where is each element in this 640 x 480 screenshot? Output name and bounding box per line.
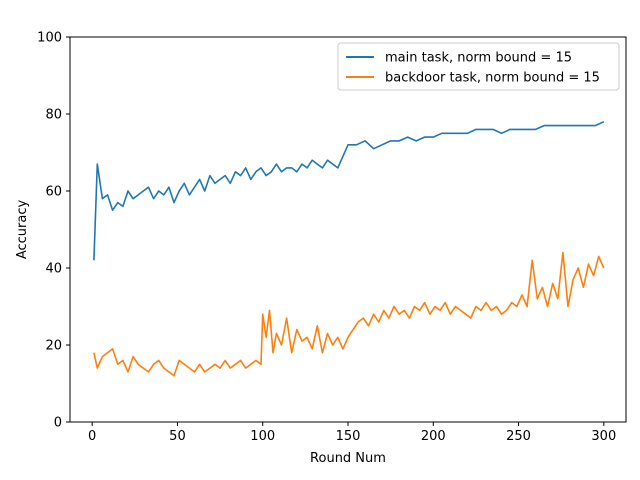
y-tick-label: 80 bbox=[45, 108, 62, 123]
y-tick-label: 40 bbox=[45, 262, 62, 277]
plot-lines bbox=[93, 120, 605, 377]
x-axis-ticks: 0 50 100 150 200 250 300 bbox=[88, 422, 616, 444]
x-tick-label: 150 bbox=[336, 429, 361, 444]
y-tick-label: 20 bbox=[45, 339, 62, 354]
x-tick-label: 50 bbox=[169, 429, 186, 444]
y-tick-label: 60 bbox=[45, 185, 62, 200]
y-axis-label: Accuracy bbox=[15, 200, 30, 260]
y-axis-ticks: 0 20 40 60 80 100 bbox=[37, 31, 70, 431]
legend: main task, norm bound = 15 backdoor task… bbox=[337, 42, 620, 91]
y-tick-label: 100 bbox=[37, 31, 62, 46]
x-tick-label: 100 bbox=[250, 429, 275, 444]
series-line-0 bbox=[93, 120, 605, 261]
series-line-1 bbox=[93, 251, 605, 377]
x-axis-label: Round Num bbox=[310, 451, 386, 466]
x-tick-label: 250 bbox=[506, 429, 531, 444]
legend-entry-backdoor-task: backdoor task, norm bound = 15 bbox=[385, 71, 600, 86]
x-tick-label: 0 bbox=[88, 429, 96, 444]
y-tick-label: 0 bbox=[54, 416, 62, 431]
legend-entry-main-task: main task, norm bound = 15 bbox=[385, 51, 572, 66]
x-tick-label: 200 bbox=[421, 429, 446, 444]
x-tick-label: 300 bbox=[591, 429, 616, 444]
legend-box bbox=[337, 42, 620, 91]
